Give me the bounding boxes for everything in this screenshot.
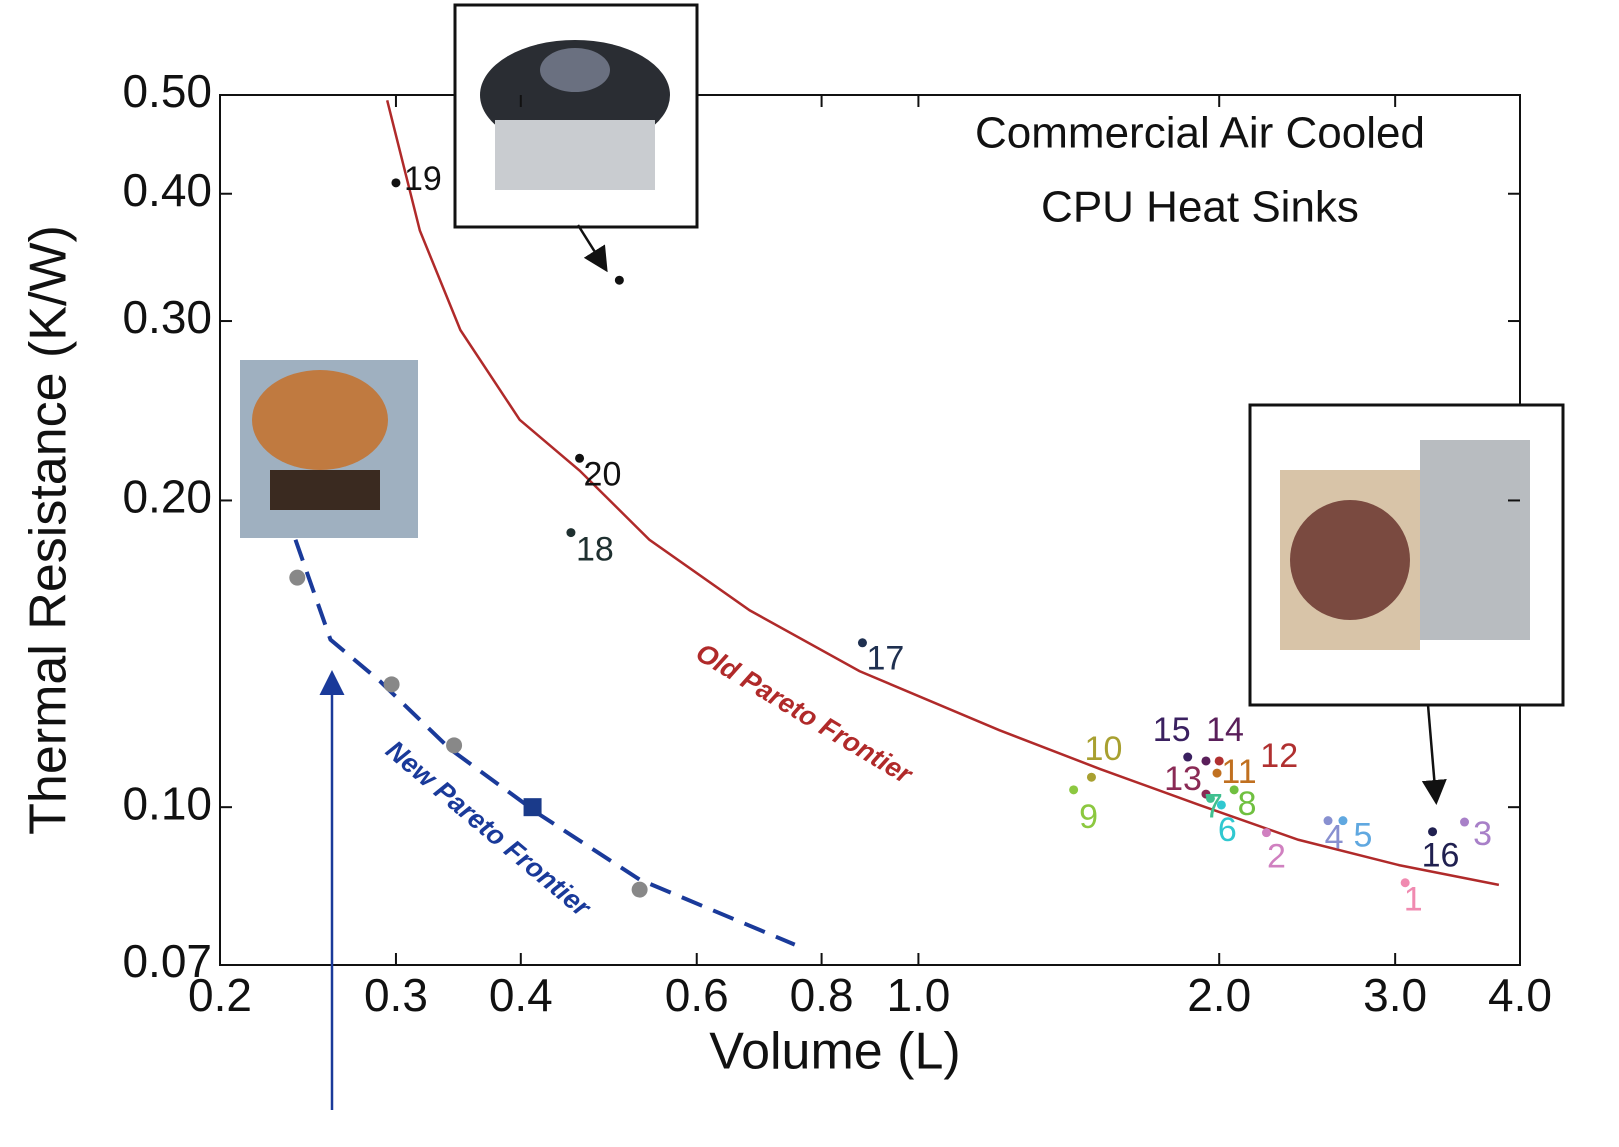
- new-design-point: [384, 676, 400, 692]
- point-label: 20: [584, 455, 622, 493]
- point-label: 2: [1267, 838, 1286, 876]
- heat-sink-point: [566, 528, 575, 537]
- heat-sink-point: [1087, 773, 1096, 782]
- point-label: 12: [1260, 737, 1298, 775]
- point-label: 5: [1354, 817, 1373, 855]
- point-label: 17: [866, 640, 904, 678]
- photo-noctua-cooler: [1250, 405, 1563, 705]
- heat-sink-point: [1460, 818, 1469, 827]
- title-line: Commercial Air Cooled: [975, 109, 1425, 158]
- chart: Commercial Air Cooled CPU Heat Sinks Vol…: [0, 0, 1619, 1147]
- new-design-point: [632, 882, 648, 898]
- x-tick-label: 0.6: [665, 969, 729, 1021]
- heat-sink-point: [1262, 828, 1271, 837]
- y-tick-label: 0.30: [122, 291, 212, 343]
- photo-intel-cooler: [455, 5, 697, 227]
- point-label: 6: [1218, 811, 1237, 849]
- arrow: [578, 225, 605, 268]
- point-label: 14: [1206, 711, 1244, 749]
- page: {"chart_data": { "type": "scatter", "tit…: [0, 0, 1619, 1147]
- heat-sink-point: [1428, 827, 1437, 836]
- new-design-point: [446, 737, 462, 753]
- point-label: 8: [1238, 785, 1257, 823]
- new-design-point: [524, 798, 542, 816]
- y-tick-label: 0.20: [122, 471, 212, 523]
- x-tick-label: 0.8: [790, 969, 854, 1021]
- y-axis-title: Thermal Resistance (K/W): [20, 225, 78, 835]
- y-tick-label: 0.10: [122, 777, 212, 829]
- x-tick-label: 0.4: [489, 969, 553, 1021]
- point-label: 13: [1164, 760, 1202, 798]
- x-axis-title: Volume (L): [709, 1023, 960, 1081]
- y-tick-label: 0.07: [122, 935, 212, 987]
- new-frontier-label: New Pareto Frontier: [380, 735, 597, 924]
- x-tick-label: 1.0: [886, 969, 950, 1021]
- heat-sink-point: [1201, 756, 1210, 765]
- heat-sink-point: [615, 276, 624, 285]
- heat-sink-point: [1338, 816, 1347, 825]
- point-label: 1: [1404, 881, 1423, 919]
- point-label: 9: [1079, 798, 1098, 836]
- x-tick-label: 0.3: [364, 969, 428, 1021]
- x-tick-label: 3.0: [1363, 969, 1427, 1021]
- title-line: CPU Heat Sinks: [1041, 183, 1359, 232]
- new-design-point: [289, 570, 305, 586]
- y-tick-label: 0.40: [122, 164, 212, 216]
- arrow: [1428, 705, 1436, 800]
- y-tick-label: 0.50: [122, 65, 212, 117]
- x-tick-label: 2.0: [1187, 969, 1251, 1021]
- photo-copper-cooler: [240, 360, 418, 538]
- point-label: 3: [1473, 815, 1492, 853]
- heat-sink-point: [1213, 769, 1222, 778]
- point-label: 10: [1085, 730, 1123, 768]
- point-label: 15: [1153, 711, 1191, 749]
- point-label: 16: [1422, 837, 1460, 875]
- heat-sink-point: [391, 178, 400, 187]
- heat-sink-point: [1069, 785, 1078, 794]
- x-tick-label: 4.0: [1488, 969, 1552, 1021]
- point-label: 19: [404, 160, 442, 198]
- point-label: 18: [576, 531, 614, 569]
- heat-sink-point: [1217, 800, 1226, 809]
